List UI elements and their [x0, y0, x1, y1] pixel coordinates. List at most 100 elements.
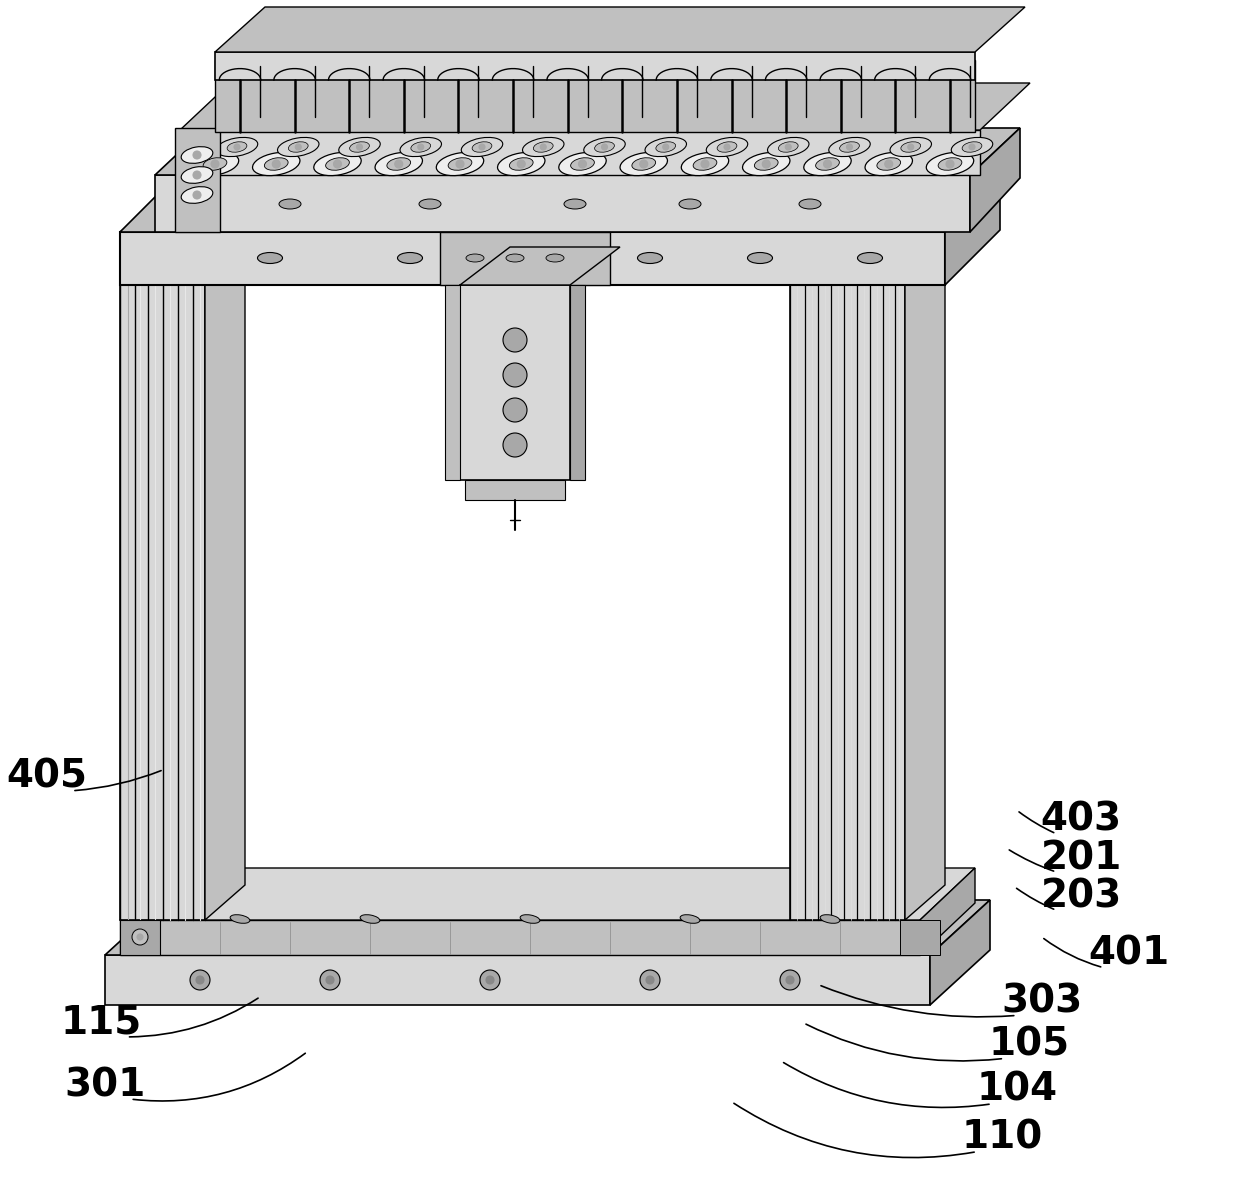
- Circle shape: [320, 970, 340, 989]
- Circle shape: [780, 970, 800, 989]
- Polygon shape: [120, 232, 205, 920]
- Ellipse shape: [419, 200, 441, 209]
- Ellipse shape: [360, 914, 379, 924]
- Polygon shape: [155, 128, 1021, 174]
- Ellipse shape: [584, 137, 625, 157]
- Text: 405: 405: [6, 758, 88, 796]
- Polygon shape: [175, 128, 219, 232]
- Polygon shape: [905, 197, 945, 920]
- Circle shape: [334, 160, 341, 168]
- Ellipse shape: [510, 158, 533, 170]
- Circle shape: [701, 160, 709, 168]
- Polygon shape: [790, 232, 905, 920]
- Ellipse shape: [497, 153, 544, 176]
- Ellipse shape: [926, 153, 973, 176]
- Circle shape: [908, 145, 914, 151]
- Ellipse shape: [743, 153, 790, 176]
- Polygon shape: [205, 197, 246, 920]
- Text: 303: 303: [1001, 982, 1083, 1021]
- Polygon shape: [465, 480, 565, 500]
- Ellipse shape: [858, 252, 883, 264]
- Ellipse shape: [632, 158, 656, 170]
- Ellipse shape: [799, 200, 821, 209]
- Text: 115: 115: [61, 1004, 143, 1042]
- Circle shape: [326, 976, 334, 983]
- Ellipse shape: [517, 252, 543, 264]
- Ellipse shape: [748, 252, 773, 264]
- Text: 403: 403: [1040, 801, 1122, 839]
- Ellipse shape: [533, 142, 553, 152]
- Ellipse shape: [693, 158, 717, 170]
- Ellipse shape: [398, 252, 423, 264]
- Ellipse shape: [410, 142, 430, 152]
- Ellipse shape: [768, 137, 808, 157]
- Circle shape: [640, 970, 660, 989]
- Ellipse shape: [227, 142, 247, 152]
- Ellipse shape: [828, 137, 870, 157]
- Circle shape: [190, 970, 210, 989]
- Ellipse shape: [350, 142, 370, 152]
- Ellipse shape: [595, 142, 614, 152]
- Ellipse shape: [939, 158, 962, 170]
- Ellipse shape: [717, 142, 737, 152]
- Text: 110: 110: [961, 1119, 1043, 1157]
- Polygon shape: [570, 284, 585, 480]
- Text: 301: 301: [64, 1066, 146, 1104]
- Circle shape: [273, 160, 280, 168]
- Circle shape: [785, 145, 791, 151]
- Circle shape: [503, 327, 527, 353]
- Polygon shape: [120, 920, 920, 955]
- Ellipse shape: [754, 158, 779, 170]
- Polygon shape: [120, 177, 999, 232]
- Ellipse shape: [890, 137, 931, 157]
- Ellipse shape: [401, 137, 441, 157]
- Text: 201: 201: [1040, 839, 1122, 877]
- Ellipse shape: [620, 153, 667, 176]
- Circle shape: [968, 145, 975, 151]
- Ellipse shape: [816, 158, 839, 170]
- Ellipse shape: [339, 137, 381, 157]
- Ellipse shape: [681, 153, 729, 176]
- Circle shape: [847, 145, 853, 151]
- Ellipse shape: [314, 153, 361, 176]
- Ellipse shape: [559, 153, 606, 176]
- Polygon shape: [120, 868, 975, 920]
- Ellipse shape: [387, 158, 410, 170]
- Text: 104: 104: [976, 1071, 1058, 1109]
- Circle shape: [763, 160, 770, 168]
- Polygon shape: [970, 128, 1021, 232]
- Ellipse shape: [839, 142, 859, 152]
- Circle shape: [295, 145, 301, 151]
- Circle shape: [601, 145, 608, 151]
- Ellipse shape: [656, 142, 676, 152]
- Polygon shape: [155, 174, 970, 232]
- Circle shape: [193, 171, 201, 179]
- Ellipse shape: [203, 158, 227, 170]
- Circle shape: [193, 191, 201, 200]
- Circle shape: [418, 145, 424, 151]
- Circle shape: [193, 151, 201, 159]
- Ellipse shape: [461, 137, 502, 157]
- Circle shape: [503, 363, 527, 387]
- Circle shape: [503, 398, 527, 422]
- Circle shape: [946, 160, 954, 168]
- Circle shape: [136, 934, 143, 940]
- Ellipse shape: [253, 153, 300, 176]
- Ellipse shape: [191, 153, 239, 176]
- Circle shape: [486, 976, 494, 983]
- Ellipse shape: [466, 255, 484, 262]
- Ellipse shape: [258, 252, 283, 264]
- Ellipse shape: [564, 200, 587, 209]
- Ellipse shape: [645, 137, 687, 157]
- Polygon shape: [900, 920, 940, 955]
- Ellipse shape: [637, 252, 662, 264]
- Ellipse shape: [231, 914, 250, 924]
- Circle shape: [640, 160, 647, 168]
- Circle shape: [885, 160, 893, 168]
- Ellipse shape: [866, 153, 913, 176]
- Circle shape: [517, 160, 526, 168]
- Polygon shape: [440, 232, 610, 284]
- Circle shape: [211, 160, 219, 168]
- Polygon shape: [180, 82, 1030, 130]
- Ellipse shape: [820, 914, 839, 924]
